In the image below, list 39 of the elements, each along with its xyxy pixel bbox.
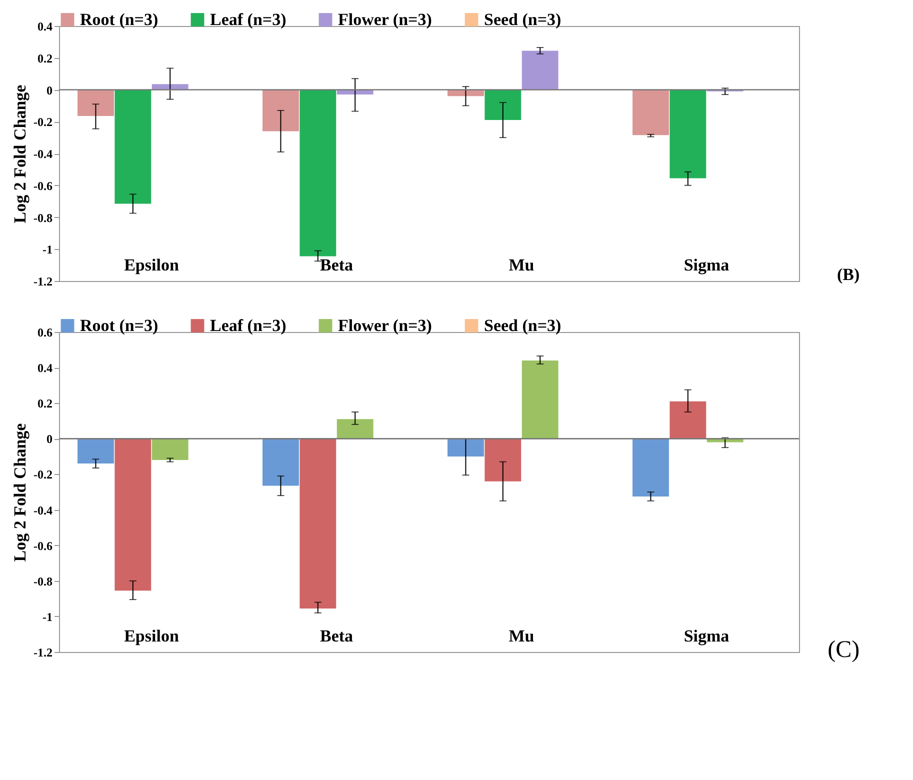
- x-tick-label: Epsilon: [124, 256, 180, 274]
- y-tick-label: 0: [46, 432, 52, 446]
- legend-label: Seed (n=3): [484, 10, 562, 29]
- x-tick-label: Sigma: [684, 256, 730, 274]
- y-tick-label: -0.6: [34, 538, 52, 553]
- text: (B): [836, 265, 860, 284]
- y-tick-label: -1.2: [34, 274, 52, 288]
- y-tick-label: 0.2: [38, 396, 52, 411]
- y-tick-label: -0.4: [34, 147, 52, 161]
- y-tick-label: -1: [42, 610, 52, 624]
- x-tick-label: Mu: [508, 626, 534, 646]
- legend-label: Root (n=3): [80, 316, 158, 335]
- x-tick-label: Beta: [320, 626, 354, 646]
- y-tick-label: -0.6: [34, 178, 52, 193]
- legend-label: Leaf (n=3): [210, 10, 286, 29]
- y-tick-label: -1.2: [34, 646, 52, 660]
- y-tick-label: 0.2: [38, 51, 52, 66]
- legend-label: Flower (n=3): [338, 316, 432, 335]
- y-axis-title: Log 2 Fold Change: [10, 422, 30, 562]
- y-axis-title: Log 2 Fold Change: [10, 84, 30, 224]
- legend-label: Seed (n=3): [484, 316, 562, 335]
- x-tick-label: Sigma: [684, 626, 730, 646]
- y-tick-label: -0.8: [34, 574, 52, 588]
- y-tick-label: 0.4: [38, 20, 52, 34]
- y-tick-label: -0.2: [34, 468, 52, 482]
- y-tick-label: -0.8: [34, 210, 52, 225]
- y-tick-label: -0.4: [34, 503, 52, 518]
- x-tick-label: Mu: [508, 256, 534, 274]
- y-tick-label: -0.2: [34, 115, 52, 130]
- y-tick-label: 0.6: [38, 326, 52, 340]
- x-tick-label: Epsilon: [124, 626, 180, 646]
- y-tick-label: -1: [42, 242, 52, 257]
- y-tick-label: 0.4: [38, 361, 52, 376]
- x-tick-label: Beta: [320, 256, 354, 274]
- legend-label: Flower (n=3): [338, 10, 432, 29]
- y-tick-label: 0: [46, 83, 52, 98]
- legend-label: Leaf (n=3): [210, 316, 286, 335]
- legend-label: Root (n=3): [80, 10, 158, 29]
- text: (C): [828, 637, 860, 663]
